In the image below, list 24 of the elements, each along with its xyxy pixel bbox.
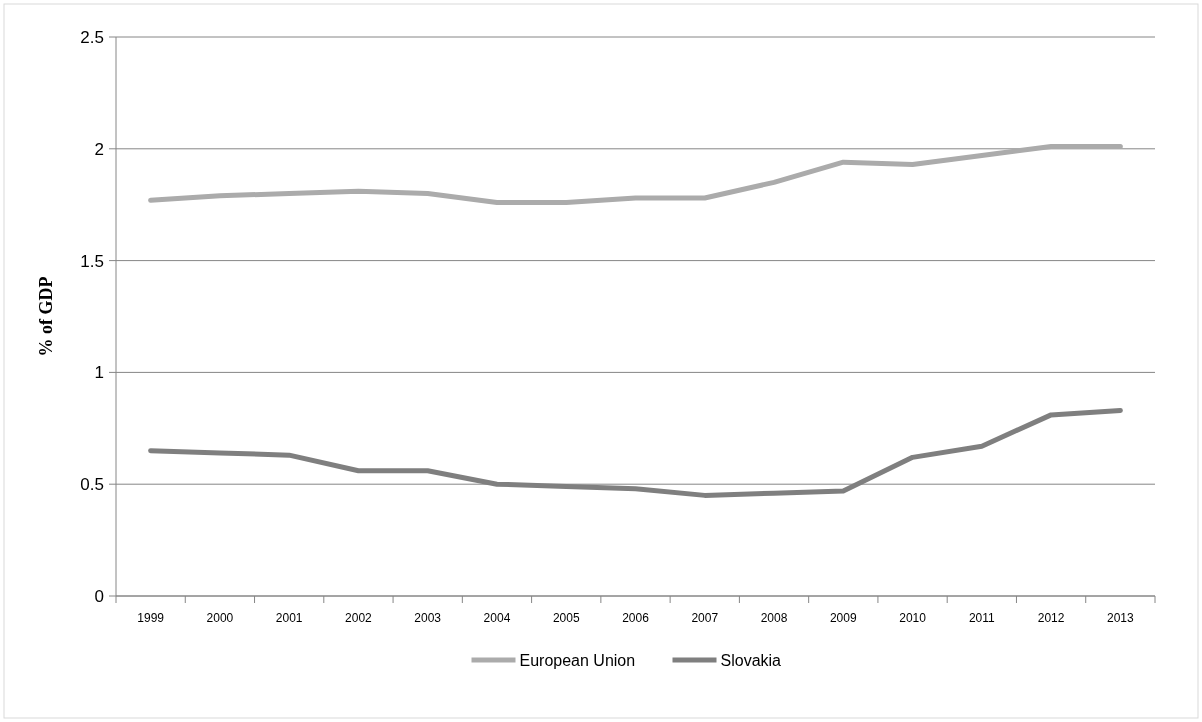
x-tick-label: 2013	[1107, 611, 1135, 625]
x-tick-label: 2000	[206, 611, 234, 625]
y-tick-label: 0.5	[80, 475, 104, 495]
y-axis-title: % of GDP	[36, 276, 56, 357]
x-tick-label: 2007	[691, 611, 719, 625]
x-tick-label: 1999	[137, 611, 165, 625]
x-tick-label: 2010	[899, 611, 927, 625]
x-tick-label: 2009	[829, 611, 857, 625]
x-tick-label: 2012	[1037, 611, 1065, 625]
x-tick-label: 2005	[552, 611, 580, 625]
y-tick-label: 2	[94, 139, 104, 159]
x-tick-label: 2001	[275, 611, 303, 625]
y-tick-label: 1	[94, 363, 104, 383]
x-tick-label: 2008	[760, 611, 788, 625]
legend-label: European Union	[519, 651, 636, 669]
x-tick-label: 2002	[345, 611, 373, 625]
y-tick-label: 2.5	[80, 27, 104, 47]
x-tick-label: 2003	[414, 611, 442, 625]
x-tick-label: 2006	[622, 611, 650, 625]
x-tick-label: 2004	[483, 611, 511, 625]
y-tick-label: 0	[94, 586, 104, 606]
y-tick-label: 1.5	[80, 251, 104, 271]
x-tick-label: 2011	[968, 611, 996, 625]
legend-label: Slovakia	[720, 651, 782, 669]
